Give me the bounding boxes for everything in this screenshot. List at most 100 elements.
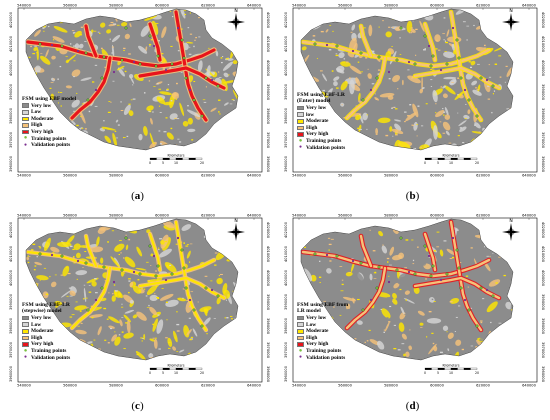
susceptibility-speck bbox=[155, 270, 158, 272]
susceptibility-patch bbox=[71, 120, 76, 125]
susceptibility-speck bbox=[434, 288, 437, 290]
susceptibility-patch bbox=[192, 328, 198, 337]
susceptibility-speck bbox=[457, 112, 459, 114]
susceptibility-speck bbox=[335, 54, 339, 57]
susceptibility-speck bbox=[88, 291, 92, 293]
susceptibility-speck bbox=[193, 45, 195, 48]
susceptibility-speck bbox=[320, 30, 324, 33]
susceptibility-speck bbox=[407, 115, 410, 117]
susceptibility-speck bbox=[82, 103, 84, 105]
susceptibility-speck bbox=[404, 120, 406, 123]
validation-point bbox=[50, 43, 54, 47]
susceptibility-speck bbox=[148, 279, 150, 281]
validation-point bbox=[485, 288, 489, 292]
susceptibility-patch bbox=[34, 261, 43, 266]
susceptibility-patch bbox=[407, 75, 421, 84]
susceptibility-patch bbox=[153, 338, 158, 349]
susceptibility-patch bbox=[477, 84, 481, 93]
susceptibility-patch bbox=[375, 128, 379, 135]
susceptibility-patch bbox=[91, 280, 97, 287]
legend-label: High bbox=[31, 122, 43, 129]
susceptibility-patch bbox=[36, 275, 49, 281]
susceptibility-patch bbox=[505, 284, 512, 294]
training-point bbox=[361, 308, 365, 312]
susceptibility-speck bbox=[498, 322, 502, 324]
x-tick-label-top: 580000 bbox=[384, 4, 398, 8]
susceptibility-speck bbox=[189, 338, 192, 341]
x-tick-label-top: 540000 bbox=[292, 4, 306, 8]
susceptibility-speck bbox=[204, 275, 208, 277]
susceptibility-patch bbox=[222, 61, 234, 71]
susceptibility-speck bbox=[119, 239, 122, 241]
susceptibility-speck bbox=[218, 111, 220, 113]
susceptibility-speck bbox=[426, 336, 428, 338]
susceptibility-speck bbox=[158, 348, 161, 350]
susceptibility-speck bbox=[342, 293, 345, 295]
susceptibility-speck bbox=[225, 299, 228, 301]
susceptibility-speck bbox=[218, 275, 220, 277]
panel-caption: (c) bbox=[131, 400, 144, 412]
legend-swatch bbox=[22, 322, 29, 327]
susceptibility-patch bbox=[467, 109, 471, 115]
susceptibility-patch bbox=[136, 246, 143, 257]
susceptibility-speck bbox=[511, 304, 513, 306]
susceptibility-speck bbox=[226, 317, 229, 319]
susceptibility-speck bbox=[157, 314, 160, 316]
susceptibility-speck bbox=[478, 131, 481, 133]
susceptibility-speck bbox=[120, 110, 124, 112]
susceptibility-patch bbox=[67, 54, 77, 63]
legend-swatch bbox=[297, 342, 304, 347]
susceptibility-speck bbox=[181, 12, 184, 14]
susceptibility-speck bbox=[202, 99, 206, 101]
training-point bbox=[313, 252, 317, 256]
susceptibility-patch bbox=[447, 348, 450, 352]
y-tick-label-left: 3990000 bbox=[284, 83, 288, 100]
susceptibility-speck bbox=[335, 53, 338, 55]
susceptibility-patch bbox=[164, 261, 177, 273]
susceptibility-speck bbox=[81, 127, 84, 129]
susceptibility-speck bbox=[123, 272, 126, 274]
y-tick-label-left: 3990000 bbox=[9, 83, 13, 100]
susceptibility-speck bbox=[340, 290, 344, 292]
susceptibility-speck bbox=[420, 125, 424, 127]
susceptibility-speck bbox=[148, 80, 151, 82]
susceptibility-speck bbox=[213, 318, 216, 319]
north-label: N bbox=[509, 8, 512, 14]
susceptibility-patch bbox=[158, 248, 172, 258]
susceptibility-speck bbox=[76, 124, 79, 127]
susceptibility-speck bbox=[118, 253, 121, 256]
legend-label: Low bbox=[306, 321, 317, 328]
susceptibility-speck bbox=[183, 10, 187, 12]
validation-point bbox=[351, 259, 355, 263]
susceptibility-speck bbox=[107, 342, 110, 344]
training-point bbox=[102, 265, 106, 269]
susceptibility-patch bbox=[34, 29, 41, 37]
susceptibility-patch bbox=[232, 60, 238, 65]
legend-item: High bbox=[297, 125, 345, 132]
legend-item: ● Validation points bbox=[22, 142, 76, 149]
legend-label: low bbox=[306, 111, 315, 118]
susceptibility-patch bbox=[75, 329, 87, 335]
susceptibility-patch bbox=[114, 243, 125, 252]
susceptibility-speck bbox=[109, 38, 111, 40]
susceptibility-patch bbox=[439, 249, 444, 257]
legend-title: (Enter) model bbox=[297, 98, 331, 105]
y-tick-label-right: 3980000 bbox=[541, 108, 545, 125]
susceptibility-speck bbox=[459, 329, 462, 331]
susceptibility-speck bbox=[470, 307, 472, 309]
legend-item: Very high bbox=[22, 341, 70, 348]
legend-label: High bbox=[31, 334, 43, 341]
y-tick-label-right: 4000000 bbox=[266, 60, 270, 77]
susceptibility-speck bbox=[66, 267, 68, 269]
susceptibility-speck bbox=[53, 39, 55, 41]
susceptibility-speck bbox=[368, 329, 371, 331]
susceptibility-patch bbox=[26, 256, 30, 261]
susceptibility-patch bbox=[446, 248, 456, 256]
validation-point bbox=[451, 26, 455, 30]
susceptibility-patch bbox=[442, 325, 449, 331]
susceptibility-patch bbox=[140, 25, 150, 37]
susceptibility-speck bbox=[431, 127, 434, 129]
susceptibility-speck bbox=[329, 25, 332, 26]
training-point bbox=[479, 286, 483, 290]
susceptibility-speck bbox=[338, 316, 340, 318]
